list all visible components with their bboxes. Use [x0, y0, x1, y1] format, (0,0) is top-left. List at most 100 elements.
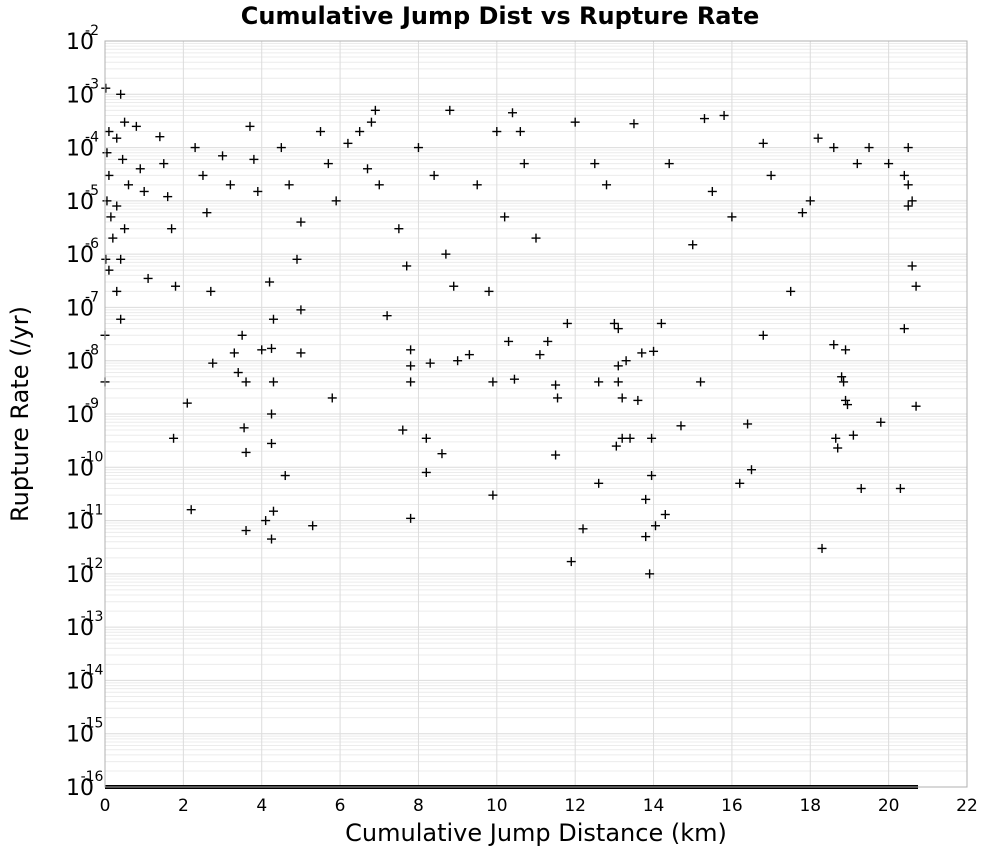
data-point: [833, 443, 843, 453]
data-point: [296, 305, 306, 315]
data-point: [488, 490, 498, 500]
data-point: [641, 494, 651, 504]
data-point: [747, 465, 756, 475]
data-point: [664, 159, 674, 169]
x-tick-label: 6: [335, 796, 346, 816]
data-point: [786, 286, 796, 296]
y-tick-label: 10-10: [66, 449, 103, 481]
svg-text:10: 10: [66, 403, 94, 428]
data-point: [617, 393, 627, 403]
data-point: [817, 543, 827, 553]
data-point: [257, 345, 267, 355]
data-point: [609, 318, 619, 328]
data-point: [159, 159, 169, 169]
data-point: [267, 343, 277, 353]
data-point: [406, 345, 416, 355]
data-point: [841, 395, 851, 405]
data-point: [504, 336, 514, 346]
svg-text:10: 10: [66, 510, 94, 535]
data-point: [190, 143, 200, 153]
y-tick-label: 10-2: [66, 23, 99, 55]
data-point: [116, 254, 126, 264]
data-point: [839, 377, 849, 387]
data-point: [727, 212, 737, 222]
svg-text:10: 10: [66, 296, 94, 321]
svg-text:10: 10: [66, 190, 94, 215]
data-point: [699, 114, 709, 124]
data-point: [296, 217, 306, 227]
data-point: [155, 132, 165, 142]
data-point: [453, 356, 463, 366]
data-point: [903, 201, 913, 211]
data-point: [515, 127, 525, 137]
svg-text:-13: -13: [81, 609, 104, 625]
data-point: [267, 534, 277, 544]
data-point: [649, 346, 659, 356]
data-point: [562, 318, 572, 328]
y-tick-label: 10-12: [66, 556, 103, 588]
data-point: [719, 110, 729, 120]
data-point: [267, 438, 277, 448]
data-point: [570, 117, 580, 127]
x-tick-label: 0: [100, 796, 111, 816]
svg-text:10: 10: [66, 137, 94, 162]
data-point: [366, 117, 376, 127]
data-point: [656, 318, 666, 328]
data-point: [323, 159, 333, 169]
data-point: [449, 281, 459, 291]
data-point: [613, 324, 623, 334]
data-point: [829, 340, 839, 350]
data-point: [104, 127, 114, 137]
data-point: [899, 324, 909, 334]
data-point: [907, 196, 917, 206]
x-tick-label: 14: [643, 796, 665, 816]
svg-text:-15: -15: [81, 716, 104, 732]
data-point: [611, 441, 621, 451]
data-point: [355, 127, 365, 137]
data-point: [241, 377, 251, 387]
svg-text:-10: -10: [81, 449, 104, 465]
y-tick-label: 10-8: [66, 343, 99, 375]
data-point: [441, 249, 451, 259]
data-point: [413, 143, 423, 153]
y-tick-label: 10-3: [66, 76, 99, 108]
svg-text:10: 10: [66, 243, 94, 268]
data-point: [613, 361, 623, 371]
data-point: [131, 121, 141, 131]
data-point: [903, 143, 913, 153]
data-point: [406, 377, 416, 387]
data-point: [245, 121, 255, 131]
plot-frame: [104, 40, 968, 788]
x-tick-label: 4: [256, 796, 267, 816]
x-tick-label: 18: [799, 796, 821, 816]
data-point: [907, 261, 917, 271]
data-point: [551, 380, 561, 390]
data-point: [911, 401, 921, 411]
data-point: [118, 154, 128, 164]
svg-text:-3: -3: [85, 76, 99, 92]
data-point: [864, 143, 874, 153]
data-point: [837, 372, 847, 382]
data-point: [343, 138, 353, 148]
data-point: [758, 138, 768, 148]
data-point: [629, 119, 639, 129]
data-point: [578, 524, 588, 534]
data-point: [594, 377, 604, 387]
svg-text:10: 10: [66, 776, 94, 801]
svg-text:-16: -16: [81, 769, 104, 785]
data-point: [124, 180, 134, 190]
data-point: [276, 143, 286, 153]
data-point: [101, 83, 111, 93]
data-point: [120, 117, 130, 127]
svg-text:-8: -8: [85, 343, 99, 359]
data-point: [101, 254, 111, 264]
data-point: [876, 417, 886, 427]
data-point: [261, 516, 271, 526]
svg-text:10: 10: [66, 669, 94, 694]
data-point: [421, 467, 431, 477]
data-point: [507, 108, 517, 118]
svg-text:-12: -12: [81, 556, 104, 572]
data-point: [637, 348, 647, 358]
data-point: [292, 254, 302, 264]
data-point: [492, 127, 502, 137]
